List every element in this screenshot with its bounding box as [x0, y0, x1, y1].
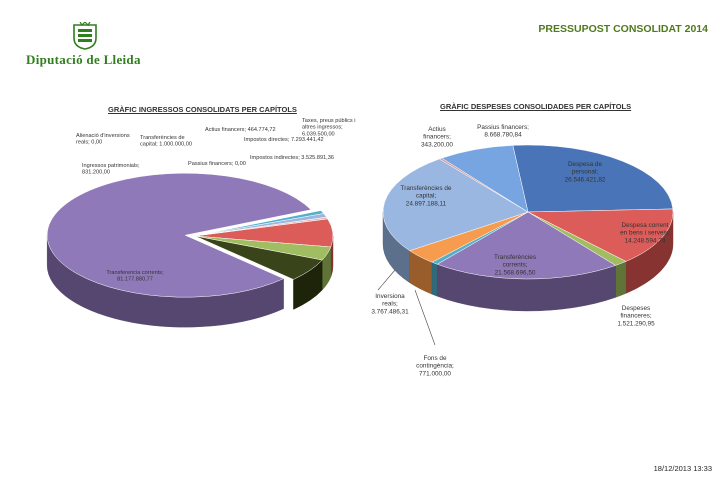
slice-label: Transferencia corrents; 81.177.880,77	[106, 270, 164, 283]
slice-label: Impostos directes; 7.293.441,42	[244, 137, 324, 143]
pie-slice	[436, 211, 617, 280]
pie-chart-income: Impostos directes; 7.293.441,42 Impostos …	[46, 118, 355, 328]
slice-label: Transferències corrents; 21.568.696,50	[494, 254, 536, 276]
pie-slice	[441, 145, 529, 213]
pie-slice	[46, 172, 312, 298]
coat-of-arms-icon	[73, 22, 97, 50]
slice-label: Taxes, preus públics i altres ingressos; 6…	[302, 118, 355, 137]
expense-chart-title: GRÀFIC DESPESES CONSOLIDADES PER CAPÍTOL…	[440, 102, 632, 111]
pie-slice-side	[615, 261, 627, 298]
pie-slice-side	[431, 261, 438, 297]
pie-slice	[194, 216, 329, 237]
slice-label: Fons de contingència; 771.000,00	[416, 355, 454, 377]
slice-label: Ingressos patrimonials; 831.200,00	[82, 163, 140, 176]
report-title: PRESSUPOST CONSOLIDAT 2014	[538, 23, 708, 35]
slice-label: Actius financers; 343.200,00	[421, 126, 453, 148]
slice-label: Transferències de capital; 1.000.000,00	[140, 135, 192, 148]
print-timestamp: 18/12/2013 13:33	[653, 464, 712, 473]
slice-label: Passius financers; 8.668.780,84	[477, 124, 529, 139]
pie-slice	[194, 235, 323, 280]
slice-label: Passius financers; 0,00	[188, 161, 246, 167]
leader-line	[377, 269, 396, 291]
pie-slice	[527, 208, 674, 262]
leader-line	[414, 289, 436, 346]
slice-label: Impostos indirectes; 3.525.891,36	[250, 155, 334, 161]
organization-name: Diputació de Lleida	[26, 52, 141, 67]
slice-label: Despesa de personal; 26.546.421,82	[565, 161, 606, 183]
income-chart-title: GRÀFIC INGRESSOS CONSOLIDATS PER CAPÍTOL…	[108, 105, 297, 114]
slice-label: Actius financers; 464.774,72	[205, 127, 276, 133]
slice-label: Despeses financeres; 1.521.290,95	[617, 305, 655, 327]
pie-slice	[382, 158, 529, 251]
pie-chart-expenses: Despesa de personal; 26.546.421,82 Despesa …	[371, 124, 674, 377]
slice-label: Inversiona reals; 3.767.486,31	[371, 293, 409, 315]
slice-label: Despesa corrent en bens i serveis; 14.248.…	[620, 222, 670, 244]
pie-slice	[512, 144, 674, 213]
slice-label: Transferències de capital; 24.897.188,11	[401, 185, 452, 207]
slice-label: Alienació d'inversions reals; 0,00	[76, 133, 130, 146]
